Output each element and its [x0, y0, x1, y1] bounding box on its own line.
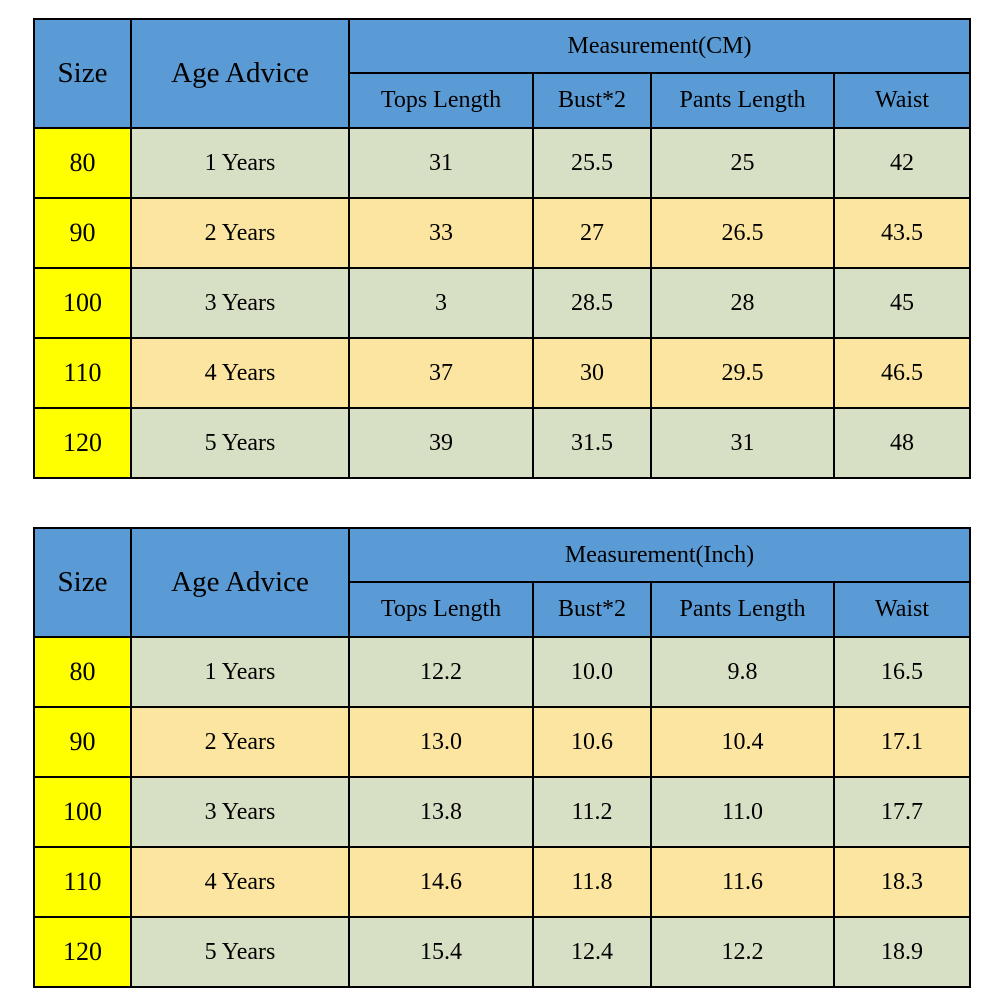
tops-length-cell: 13.0: [348, 706, 534, 778]
tops-length-column-header: Tops Length: [348, 72, 534, 129]
waist-cell: 48: [832, 407, 972, 479]
table-row: 120 5 Years 39 31.5 31 48: [33, 407, 972, 479]
tops-length-cell: 31: [348, 127, 534, 199]
bust-cell: 12.4: [532, 916, 652, 988]
age-cell: 1 Years: [130, 127, 350, 199]
tops-length-cell: 37: [348, 337, 534, 409]
pants-length-column-header: Pants Length: [650, 72, 835, 129]
waist-cell: 17.7: [833, 776, 971, 848]
pants-length-cell: 31: [650, 407, 835, 479]
pants-length-cell: 11.6: [650, 846, 835, 918]
table-row: 120 5 Years 15.4 12.4 12.2 18.9: [33, 916, 971, 988]
header-row-group: Size Age Advice Measurement(CM): [33, 18, 972, 129]
waist-cell: 45: [832, 267, 972, 339]
waist-cell: 42: [832, 127, 972, 199]
size-cell: 120: [33, 407, 132, 479]
age-cell: 1 Years: [130, 636, 350, 708]
bust-cell: 25.5: [532, 127, 652, 199]
pants-length-column-header: Pants Length: [650, 581, 835, 638]
size-chart-page: Size Age Advice Measurement(CM) Tops Len…: [33, 18, 972, 988]
age-advice-column-header: Age Advice: [130, 18, 350, 129]
tops-length-column-header: Tops Length: [348, 581, 534, 638]
tops-length-cell: 12.2: [348, 636, 534, 708]
pants-length-cell: 12.2: [650, 916, 835, 988]
age-cell: 2 Years: [130, 706, 350, 778]
table-row: 90 2 Years 13.0 10.6 10.4 17.1: [33, 706, 971, 778]
table-row: 110 4 Years 14.6 11.8 11.6 18.3: [33, 846, 971, 918]
waist-cell: 43.5: [832, 197, 972, 269]
waist-cell: 17.1: [833, 706, 971, 778]
waist-column-header: Waist: [833, 581, 971, 638]
size-cell: 80: [33, 127, 132, 199]
age-cell: 4 Years: [130, 337, 350, 409]
table-row: 80 1 Years 31 25.5 25 42: [33, 127, 972, 199]
size-cell: 90: [33, 197, 132, 269]
size-table-cm: Size Age Advice Measurement(CM) Tops Len…: [33, 18, 972, 479]
waist-column-header: Waist: [832, 72, 972, 129]
table-row: 80 1 Years 12.2 10.0 9.8 16.5: [33, 636, 971, 708]
size-cell: 90: [33, 706, 132, 778]
size-cell: 120: [33, 916, 132, 988]
size-cell: 80: [33, 636, 132, 708]
bust-cell: 27: [532, 197, 652, 269]
age-cell: 3 Years: [130, 267, 350, 339]
pants-length-cell: 29.5: [650, 337, 835, 409]
bust-cell: 31.5: [532, 407, 652, 479]
size-cell: 110: [33, 337, 132, 409]
measurement-inch-group-header: Measurement(Inch): [348, 527, 971, 583]
age-cell: 5 Years: [130, 407, 350, 479]
waist-cell: 18.9: [833, 916, 971, 988]
bust-column-header: Bust*2: [532, 72, 652, 129]
bust-column-header: Bust*2: [532, 581, 652, 638]
size-cell: 100: [33, 776, 132, 848]
pants-length-cell: 26.5: [650, 197, 835, 269]
header-row-sub: Tops Length Bust*2 Pants Length Waist: [34, 72, 972, 129]
age-advice-column-header: Age Advice: [130, 527, 350, 638]
tops-length-cell: 33: [348, 197, 534, 269]
bust-cell: 28.5: [532, 267, 652, 339]
waist-cell: 46.5: [832, 337, 972, 409]
waist-cell: 18.3: [833, 846, 971, 918]
table-row: 110 4 Years 37 30 29.5 46.5: [33, 337, 972, 409]
bust-cell: 11.2: [532, 776, 652, 848]
age-cell: 5 Years: [130, 916, 350, 988]
size-cell: 110: [33, 846, 132, 918]
size-cell: 100: [33, 267, 132, 339]
age-cell: 4 Years: [130, 846, 350, 918]
tops-length-cell: 14.6: [348, 846, 534, 918]
bust-cell: 10.6: [532, 706, 652, 778]
size-table-inch: Size Age Advice Measurement(Inch) Tops L…: [33, 527, 971, 988]
size-column-header: Size: [33, 527, 132, 638]
header-row-group: Size Age Advice Measurement(Inch): [33, 527, 971, 638]
pants-length-cell: 11.0: [650, 776, 835, 848]
bust-cell: 30: [532, 337, 652, 409]
size-column-header: Size: [33, 18, 132, 129]
tops-length-cell: 15.4: [348, 916, 534, 988]
tops-length-cell: 3: [348, 267, 534, 339]
tops-length-cell: 39: [348, 407, 534, 479]
age-cell: 2 Years: [130, 197, 350, 269]
pants-length-cell: 25: [650, 127, 835, 199]
tops-length-cell: 13.8: [348, 776, 534, 848]
bust-cell: 10.0: [532, 636, 652, 708]
table-row: 100 3 Years 3 28.5 28 45: [33, 267, 972, 339]
table-row: 100 3 Years 13.8 11.2 11.0 17.7: [33, 776, 971, 848]
pants-length-cell: 9.8: [650, 636, 835, 708]
header-row-sub: Tops Length Bust*2 Pants Length Waist: [34, 581, 971, 638]
pants-length-cell: 28: [650, 267, 835, 339]
table-row: 90 2 Years 33 27 26.5 43.5: [33, 197, 972, 269]
age-cell: 3 Years: [130, 776, 350, 848]
measurement-cm-group-header: Measurement(CM): [347, 18, 972, 74]
bust-cell: 11.8: [532, 846, 652, 918]
pants-length-cell: 10.4: [650, 706, 835, 778]
waist-cell: 16.5: [833, 636, 971, 708]
